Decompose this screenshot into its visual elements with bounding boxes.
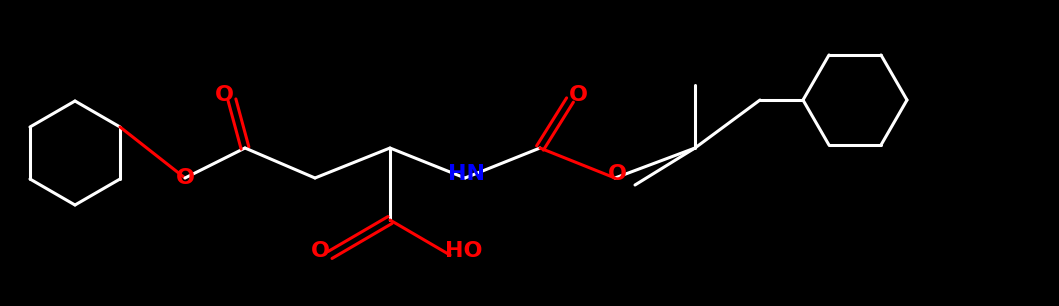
Text: O: O: [310, 241, 329, 261]
Text: HN: HN: [449, 164, 485, 184]
Text: HO: HO: [445, 241, 483, 261]
Text: O: O: [569, 85, 588, 105]
Text: O: O: [215, 85, 233, 105]
Text: O: O: [608, 164, 627, 184]
Text: O: O: [176, 168, 195, 188]
